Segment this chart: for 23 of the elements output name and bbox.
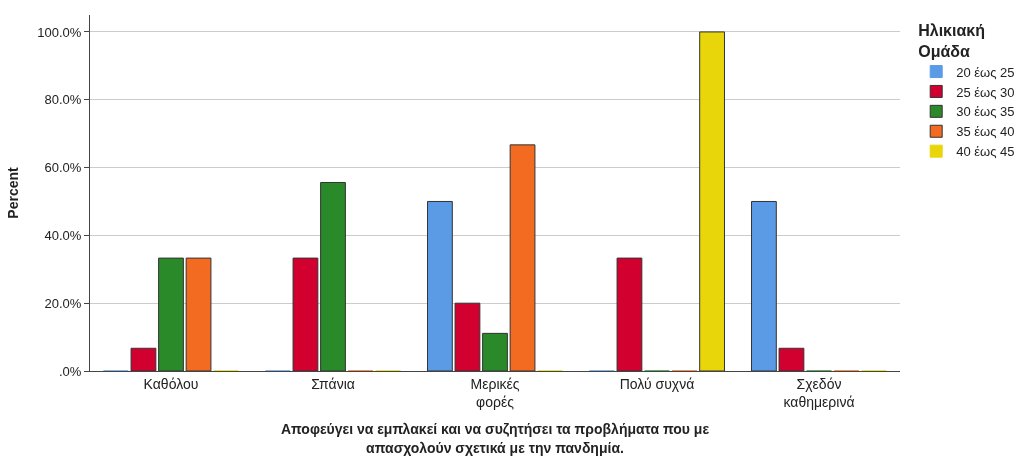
legend-title: Ηλικιακή Ομάδα: [918, 21, 985, 60]
legend-label: 25 έως 30: [956, 84, 1015, 100]
bar: [185, 257, 212, 371]
y-axis-title: Percent: [4, 166, 21, 219]
x-tick-label: Σχεδόν καθημερινά: [783, 375, 855, 410]
y-tick-label: 40.0%: [44, 227, 82, 243]
legend-label: 30 έως 35: [956, 104, 1015, 120]
bar: [509, 144, 536, 371]
x-tick-label: Σπάνια: [311, 375, 355, 392]
y-tick-label: 80.0%: [44, 92, 82, 108]
bar: [699, 31, 725, 371]
y-tick-label: 100.0%: [37, 24, 82, 40]
y-tick-label: 20.0%: [44, 295, 82, 311]
x-axis-title: Αποφεύγει να εμπλακεί και να συζητήσει τα προβλήματα που με απασχολούν σχετικά με την πανδημία.: [280, 421, 710, 456]
x-tick-label: Πολύ συχνά: [619, 375, 695, 392]
legend-label: 35 έως 40: [956, 124, 1015, 140]
x-tick-label: Καθόλου: [143, 375, 199, 392]
legend-label: 20 έως 25: [956, 64, 1015, 80]
x-tick-label: Μερικές φορές: [470, 375, 520, 410]
legend-label: 40 έως 45: [956, 144, 1015, 160]
bar: [616, 257, 643, 371]
y-tick-label: .0%: [58, 363, 82, 379]
y-tick-label: 60.0%: [44, 160, 82, 176]
